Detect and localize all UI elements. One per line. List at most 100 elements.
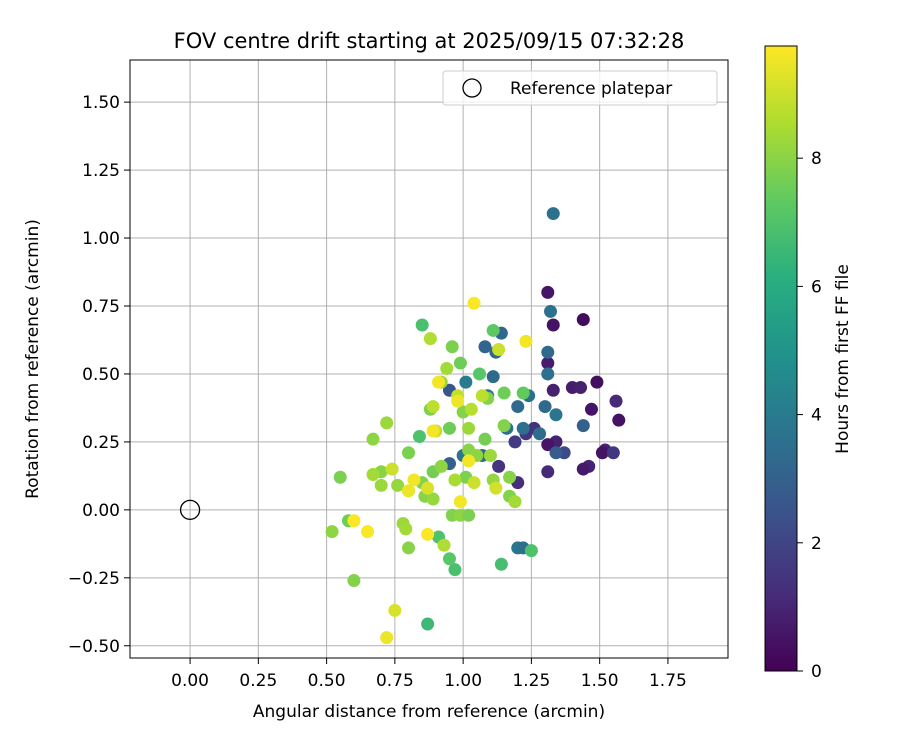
data-point: [612, 413, 626, 427]
legend-box: [442, 70, 718, 106]
y-tick-label: 1.00: [82, 229, 120, 249]
data-point: [442, 552, 456, 566]
data-point: [541, 438, 555, 452]
colorbar-tick-label: 6: [811, 277, 822, 297]
chart-title: FOV centre drift starting at 2025/09/15 …: [174, 29, 685, 53]
data-point: [440, 362, 454, 376]
data-point: [541, 367, 555, 381]
data-point: [432, 375, 446, 389]
data-point: [473, 367, 487, 381]
data-point: [421, 481, 435, 495]
data-point: [541, 356, 555, 370]
data-point: [333, 470, 347, 484]
reference-point: [179, 499, 201, 521]
data-point: [508, 495, 522, 509]
legend: Reference platepar: [442, 70, 718, 106]
grid-lines: [130, 60, 728, 658]
x-tick-label: 1.25: [512, 671, 550, 691]
colorbar-tick-label: 0: [811, 662, 822, 682]
x-tick-label: 0.50: [308, 671, 346, 691]
x-tick-label: 1.75: [649, 671, 687, 691]
data-point: [445, 340, 459, 354]
data-point: [467, 476, 481, 490]
data-point: [489, 481, 503, 495]
colorbar-label: Hours from first FF file: [833, 264, 853, 454]
data-point: [361, 525, 375, 539]
data-point: [366, 432, 380, 446]
data-point: [462, 508, 476, 522]
data-point: [541, 345, 555, 359]
y-tick-label: 0.50: [82, 365, 120, 385]
data-point: [448, 473, 462, 487]
y-tick-label: −0.50: [68, 637, 120, 657]
data-point: [467, 296, 481, 310]
y-tick-label: 1.50: [82, 93, 120, 113]
data-point: [576, 313, 590, 327]
data-point: [576, 419, 590, 433]
data-point: [451, 394, 465, 408]
data-point: [494, 557, 508, 571]
data-point: [584, 402, 598, 416]
data-point: [347, 574, 361, 588]
y-tick-label: 0.00: [82, 501, 120, 521]
data-point: [590, 375, 604, 389]
data-point: [541, 465, 555, 479]
data-point: [492, 342, 506, 356]
y-tick-label: 1.25: [82, 161, 120, 181]
data-point: [453, 495, 467, 509]
data-point: [442, 421, 456, 435]
data-point: [478, 432, 492, 446]
data-point: [546, 207, 560, 221]
data-point: [347, 514, 361, 528]
data-point: [538, 400, 552, 414]
data-point: [437, 538, 451, 552]
colorbar-ticks: 0 2 4 6 8: [797, 149, 822, 682]
data-point: [426, 424, 440, 438]
data-point: [483, 448, 497, 462]
data-point: [415, 318, 429, 332]
x-tick-label: 1.50: [581, 671, 619, 691]
data-point: [380, 416, 394, 430]
data-point: [508, 435, 522, 449]
data-point: [492, 459, 506, 473]
data-point: [478, 340, 492, 354]
data-point: [486, 323, 500, 337]
data-point: [546, 383, 560, 397]
data-point: [516, 386, 530, 400]
colorbar-gradient: [764, 45, 798, 672]
data-point: [533, 427, 547, 441]
data-point: [380, 631, 394, 645]
data-point: [486, 370, 500, 384]
data-point: [426, 492, 440, 506]
data-point: [516, 421, 530, 435]
data-point: [459, 375, 473, 389]
data-point: [448, 563, 462, 577]
reference-marker: [179, 499, 201, 521]
data-point: [402, 541, 416, 555]
data-point: [497, 386, 511, 400]
legend-marker-icon: [462, 78, 482, 98]
data-point: [549, 446, 563, 460]
x-tick-label: 0.00: [171, 671, 209, 691]
data-point: [497, 419, 511, 433]
data-point: [544, 304, 558, 318]
x-tick-label: 0.75: [376, 671, 414, 691]
data-point: [374, 478, 388, 492]
legend-label: Reference platepar: [510, 79, 672, 99]
data-point: [426, 400, 440, 414]
data-point: [391, 478, 405, 492]
data-point: [503, 470, 517, 484]
x-tick-label: 1.00: [444, 671, 482, 691]
data-point: [576, 462, 590, 476]
data-point: [475, 389, 489, 403]
data-point: [541, 285, 555, 299]
data-point: [399, 522, 413, 536]
colorbar-tick-label: 8: [811, 149, 822, 169]
data-point: [388, 603, 402, 617]
data-point: [402, 484, 416, 498]
colorbar-tick-label: 2: [811, 534, 822, 554]
data-point: [519, 334, 533, 348]
data-point: [421, 527, 435, 541]
data-point: [595, 446, 609, 460]
data-point: [464, 402, 478, 416]
